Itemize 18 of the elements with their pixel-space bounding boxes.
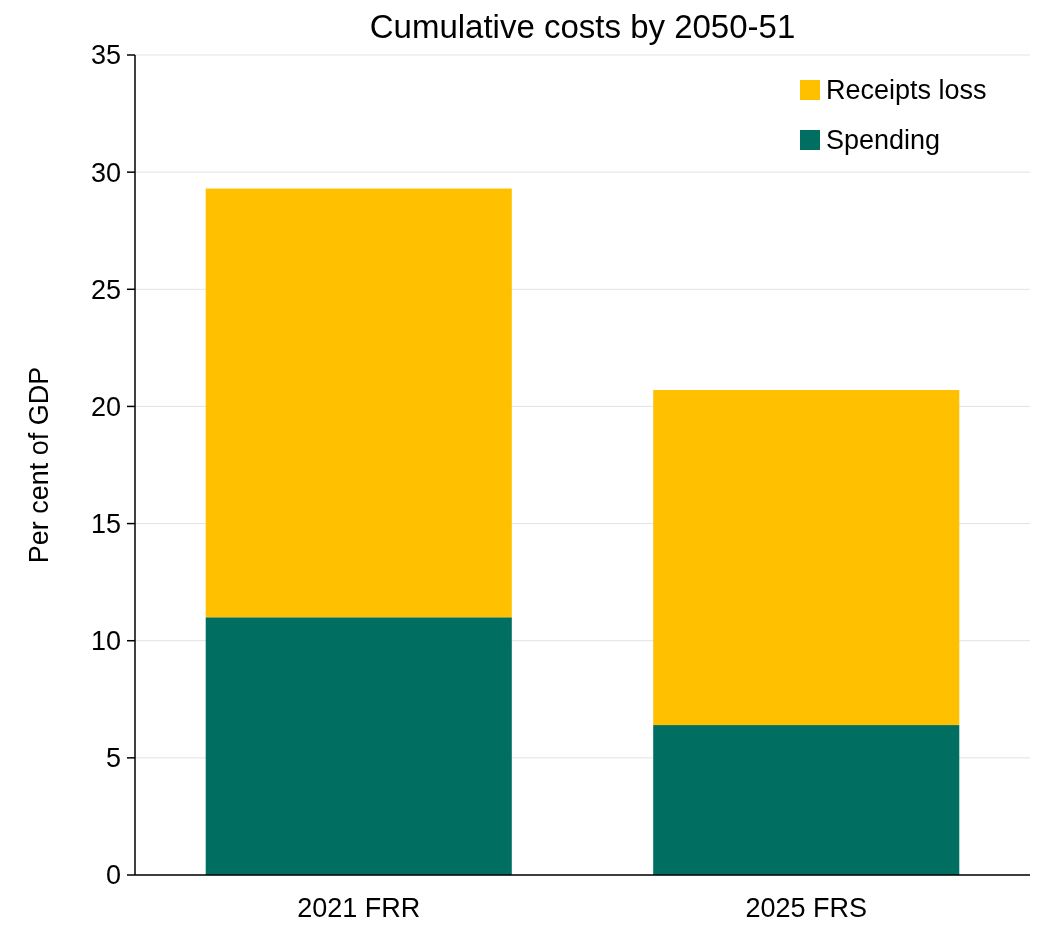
legend-label: Receipts loss (826, 75, 987, 106)
y-tick-label: 25 (90, 274, 121, 305)
x-tick-label: 2021 FRR (297, 893, 421, 923)
chart-title: Cumulative costs by 2050-51 (369, 8, 796, 45)
y-tick-label: 5 (105, 743, 121, 774)
bar (205, 617, 512, 875)
y-tick-label: 20 (90, 391, 121, 422)
legend-label: Spending (826, 125, 941, 156)
y-tick-label: 35 (90, 40, 121, 71)
y-tick-label: 10 (90, 626, 121, 657)
x-tick-label: 2025 FRS (745, 893, 868, 923)
y-tick-label: 15 (90, 509, 121, 540)
bar (653, 725, 960, 875)
y-tick-label: 30 (90, 157, 121, 188)
y-axis-title: Per cent of GDP (24, 366, 54, 564)
y-tick-label: 0 (105, 860, 121, 891)
bar (205, 188, 512, 618)
bar (653, 390, 960, 726)
